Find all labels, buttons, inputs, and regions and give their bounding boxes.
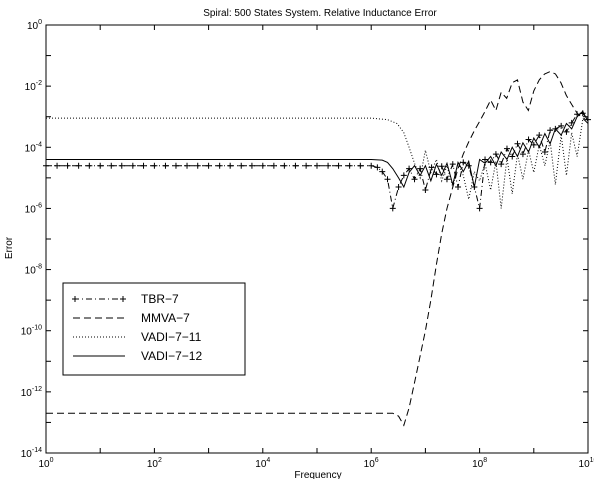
y-tick-label: 10-12: [21, 386, 42, 399]
data-point-plus: [259, 162, 266, 169]
data-point-plus: [482, 156, 489, 163]
legend-label: MMVA−7: [141, 311, 190, 325]
series-line-dashed: [46, 71, 589, 427]
legend: TBR−7 MMVA−7 VADI−7−11 VADI−7−12: [62, 282, 246, 376]
data-point-plus: [238, 162, 245, 169]
data-point-plus: [449, 161, 456, 168]
series-layer: [43, 71, 591, 427]
data-point-plus: [460, 159, 467, 166]
data-point-plus: [325, 162, 332, 169]
data-point-plus: [541, 149, 548, 156]
data-point-plus: [346, 162, 353, 169]
data-point-plus: [389, 205, 396, 212]
x-tick-label: 108: [472, 457, 487, 470]
chart-title: Spiral: 500 States System. Relative Indu…: [203, 8, 437, 19]
data-point-plus: [455, 184, 462, 191]
data-point-plus: [194, 162, 201, 169]
data-point-plus: [492, 151, 499, 158]
data-point-plus: [118, 162, 125, 169]
y-tick-label: 10-2: [25, 80, 42, 93]
legend-label: VADI−7−11: [141, 330, 202, 344]
data-point-plus: [368, 162, 375, 169]
legend-label: VADI−7−12: [141, 349, 202, 363]
data-point-plus: [503, 145, 510, 152]
data-point-plus: [54, 162, 61, 169]
data-point-plus: [406, 165, 413, 172]
data-point-plus: [172, 162, 179, 169]
data-point-plus: [547, 127, 554, 134]
legend-label: TBR−7: [141, 292, 179, 306]
y-tick-label: 10-8: [25, 264, 42, 277]
data-point-plus: [379, 168, 386, 175]
data-point-plus: [536, 132, 543, 139]
series-line-solid: [46, 110, 589, 189]
data-point-plus: [384, 176, 391, 183]
data-point-plus: [530, 141, 537, 148]
data-point-plus: [563, 128, 570, 135]
data-point-plus: [184, 162, 191, 169]
data-point-plus: [108, 162, 115, 169]
data-point-plus: [86, 162, 93, 169]
data-point-plus: [568, 119, 575, 126]
data-point-plus: [400, 172, 407, 179]
data-point-plus: [411, 176, 418, 183]
data-point-plus: [374, 164, 381, 171]
x-axis-label: Frequency: [294, 470, 341, 479]
data-point-plus: [395, 184, 402, 191]
data-point-plus: [303, 162, 310, 169]
data-point-plus: [292, 162, 299, 169]
y-tick-label: 10-4: [25, 141, 42, 154]
data-point-plus: [519, 151, 526, 158]
data-point-plus: [129, 162, 136, 169]
x-tick-label: 102: [147, 457, 162, 470]
y-axis-label: Error: [4, 236, 15, 259]
data-point-plus: [205, 162, 212, 169]
data-point-plus: [487, 159, 494, 166]
data-point-plus: [509, 153, 516, 160]
data-point-plus: [438, 163, 445, 170]
data-point-plus: [525, 136, 532, 143]
data-point-plus: [314, 162, 320, 169]
data-point-plus: [476, 205, 483, 212]
data-point-plus: [162, 162, 169, 169]
series-line-dotted: [46, 116, 589, 209]
data-point-plus: [357, 162, 364, 169]
data-point-plus: [64, 162, 71, 169]
data-point-plus: [514, 140, 521, 147]
data-point-plus: [151, 162, 158, 169]
data-point-plus: [443, 176, 450, 183]
x-tick-label: 100: [38, 457, 53, 470]
x-tick-label: 104: [255, 457, 270, 470]
y-tick-label: 100: [27, 19, 42, 32]
data-point-plus: [558, 122, 565, 129]
x-tick-label: 106: [364, 457, 379, 470]
y-tick-label: 10-10: [21, 325, 42, 338]
data-point-plus: [216, 162, 223, 169]
legend-plus-marker: [72, 296, 78, 302]
legend-plus-marker: [120, 296, 126, 302]
data-point-plus: [248, 162, 255, 169]
data-point-plus: [498, 161, 505, 168]
data-point-plus: [75, 162, 82, 169]
data-point-plus: [433, 171, 440, 178]
data-point-plus: [422, 187, 429, 194]
y-tick-label: 10-6: [25, 202, 42, 215]
data-point-plus: [335, 162, 342, 169]
legend-box: [62, 282, 246, 376]
data-point-plus: [227, 162, 234, 169]
data-point-plus: [270, 162, 277, 169]
data-point-plus: [281, 162, 288, 169]
data-point-plus: [97, 162, 104, 169]
y-tick-label: 10-14: [21, 447, 42, 460]
data-point-plus: [140, 162, 147, 169]
